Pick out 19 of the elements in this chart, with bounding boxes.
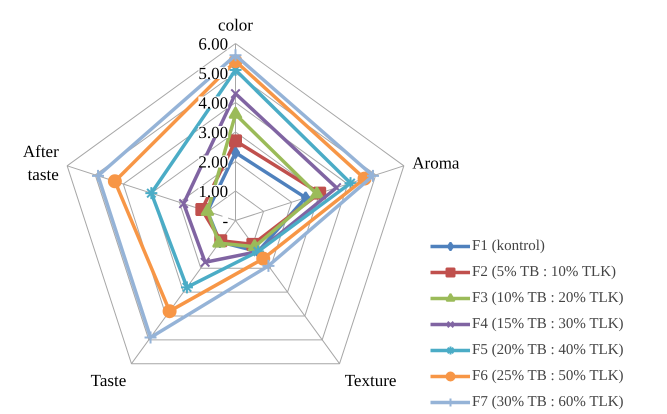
y-tick-label: - [222,212,228,230]
legend-label: F4 (15% TB : 30% TLK) [472,316,624,332]
legend-label: F7 (30% TB : 60% TLK) [472,394,624,410]
spoke-label: After taste [22,142,60,184]
y-tick-label: 2.00 [198,152,228,172]
y-tick-label: 4.00 [198,94,228,112]
y-tick-label: 5.00 [198,64,228,83]
legend-label: F6 (25% TB : 50% TLK) [472,368,624,384]
legend-label: F1 (kontrol) [472,238,545,254]
legend-label: F3 (10% TB : 20% TLK) [472,290,624,306]
y-tick-label: 6.00 [198,34,228,54]
spoke-label: Taste [90,370,126,390]
spoke-label: Texture [344,370,396,390]
y-tick-label: 1.00 [198,182,228,201]
y-tick-label: 3.00 [198,123,228,142]
legend-label: F2 (5% TB : 10% TLK) [472,264,616,280]
legend-label: F5 (20% TB : 40% TLK) [472,342,624,358]
spoke-label: Aroma [412,154,460,173]
spoke-label: color [218,16,254,35]
